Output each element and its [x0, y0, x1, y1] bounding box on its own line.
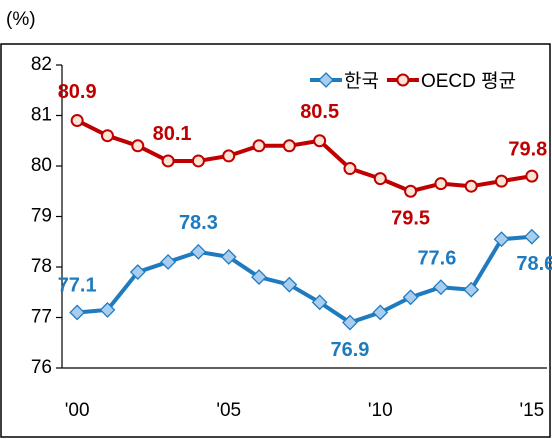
series: 80.9 80.1 80.5 79.5 79.8 — [58, 81, 548, 230]
point — [464, 179, 478, 193]
point — [463, 281, 480, 298]
legend-marker — [396, 73, 410, 87]
data-label: 80.9 — [58, 81, 97, 103]
point — [402, 289, 419, 306]
point — [343, 162, 357, 176]
legend-item: 한국 — [310, 70, 379, 92]
series: 77.1 78.3 76.9 77.6 78.6 — [58, 212, 552, 361]
x-tick-label: '10 — [368, 400, 393, 421]
point — [313, 134, 327, 148]
point — [191, 154, 205, 168]
legend-label: OECD 평균 — [421, 70, 516, 92]
x-tick-label: '00 — [65, 400, 90, 421]
data-label: 76.9 — [331, 339, 370, 361]
point — [220, 248, 237, 265]
point — [131, 139, 145, 153]
point — [190, 243, 207, 260]
point — [252, 139, 266, 153]
point — [160, 254, 177, 270]
point — [373, 172, 387, 186]
frame — [0, 43, 551, 438]
point — [161, 154, 175, 168]
point — [282, 139, 296, 153]
y-tick-label: 82 — [31, 54, 52, 75]
point — [222, 149, 236, 163]
point — [129, 264, 146, 280]
point — [70, 114, 84, 128]
legend-label: 한국 — [344, 70, 379, 92]
point — [432, 279, 449, 296]
data-label: 79.5 — [391, 208, 430, 230]
data-label: 77.6 — [417, 247, 456, 269]
point — [495, 174, 509, 188]
point — [99, 302, 116, 318]
point — [100, 129, 114, 143]
data-label: 80.5 — [300, 101, 339, 123]
point — [523, 228, 540, 245]
data-label: 77.1 — [58, 275, 97, 297]
y-tick-label: 81 — [31, 105, 52, 126]
data-label: 79.8 — [508, 138, 547, 160]
data-label: 78.6 — [516, 253, 552, 275]
point — [69, 304, 86, 321]
point — [525, 169, 539, 183]
data-label: 80.1 — [153, 123, 192, 145]
y-tick-label: 78 — [31, 256, 52, 277]
point — [372, 304, 389, 321]
data-label: 78.3 — [179, 212, 218, 234]
y-tick-label: 79 — [31, 206, 52, 227]
point — [311, 294, 328, 311]
y-tick-label: 77 — [31, 307, 52, 328]
point — [281, 276, 298, 293]
x-tick-label: '15 — [519, 400, 544, 421]
point — [493, 231, 510, 248]
y-tick-label: 76 — [31, 357, 52, 378]
legend-marker — [318, 72, 334, 88]
y-axis-label: (%) — [6, 9, 36, 30]
point — [434, 177, 448, 191]
line — [76, 234, 533, 325]
point — [251, 269, 267, 286]
y-tick-label: 80 — [31, 155, 52, 176]
point — [342, 314, 358, 331]
x-tick-label: '05 — [216, 400, 241, 421]
point — [404, 184, 418, 198]
line — [76, 118, 533, 194]
legend-item: OECD 평균 — [386, 70, 516, 92]
